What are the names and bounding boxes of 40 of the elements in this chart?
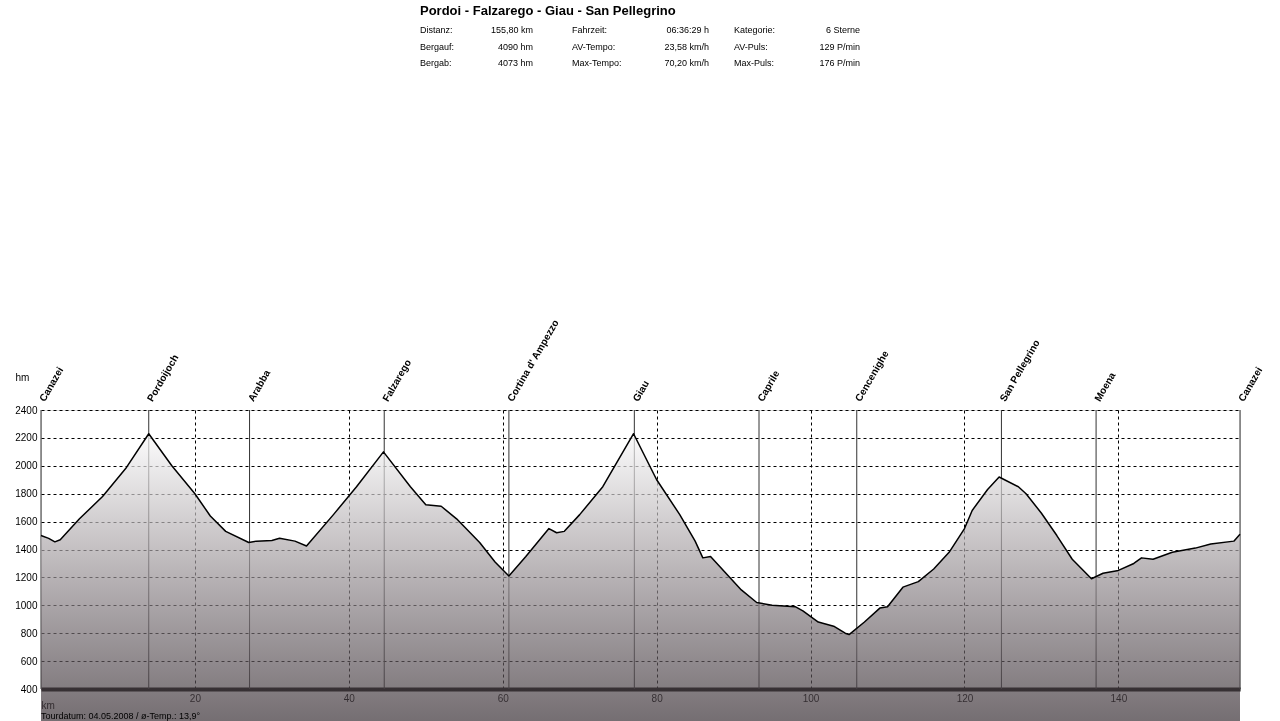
text: 70,20 km/h	[664, 58, 709, 68]
y-tick-label: 2000	[15, 460, 38, 472]
text: 176 P/min	[819, 58, 860, 68]
text: 129 P/min	[819, 41, 860, 52]
x-tick-label: 100	[802, 692, 820, 704]
chart-title: Pordoi - Falzarego - Giau - San Pellegrino	[420, 3, 676, 18]
y-axis-title: hm	[15, 371, 30, 383]
y-tick-label: 1000	[15, 599, 38, 611]
text: 6 Sterne	[825, 25, 860, 35]
y-tick-label: 1800	[15, 488, 38, 500]
text: 23,58 km/h	[664, 41, 709, 52]
text: 4073 hm	[497, 58, 533, 68]
text: 155,80 km	[490, 25, 533, 35]
text: Bergab:	[420, 58, 452, 68]
x-tick-label: 140	[1110, 692, 1128, 704]
x-tick-label: 120	[956, 692, 974, 704]
text: Distanz:	[420, 25, 453, 35]
text: AV-Puls:	[734, 41, 768, 52]
x-tick-label: 80	[651, 692, 664, 704]
text: Max-Tempo:	[572, 58, 622, 68]
y-tick-label: 600	[20, 655, 38, 667]
text: Max-Puls:	[734, 58, 775, 68]
x-tick-label: 60	[497, 692, 510, 704]
y-tick-label: 2200	[15, 432, 38, 444]
text: AV-Tempo:	[572, 41, 616, 52]
x-tick-label: 40	[343, 692, 356, 704]
text: 4090 hm	[497, 41, 533, 52]
x-axis-title: km	[41, 699, 55, 711]
y-tick-label: 2400	[15, 404, 38, 416]
text: Bergauf:	[420, 41, 455, 52]
y-tick-label: 1200	[15, 571, 38, 583]
text: 06:36:29 h	[666, 25, 709, 35]
text: Tourdatum: 04.05.2008 / ø-Temp.: 13,9°	[41, 711, 201, 721]
y-tick-label: 800	[20, 627, 38, 639]
x-tick-label: 20	[189, 692, 202, 704]
text: Fahrzeit:	[572, 25, 608, 35]
y-tick-label: 1600	[15, 516, 38, 528]
y-tick-label: 400	[20, 683, 38, 695]
y-tick-label: 1400	[15, 544, 38, 555]
text: Kategorie:	[734, 25, 776, 35]
